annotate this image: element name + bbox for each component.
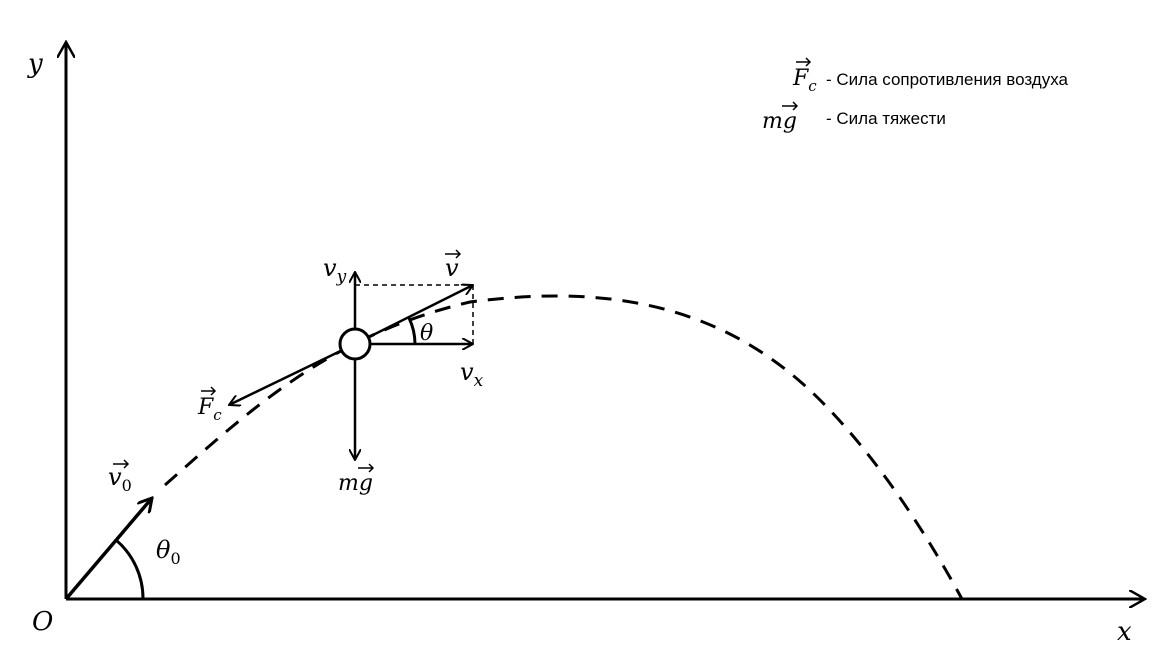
legend-fc-text: - Сила сопротивления воздуха — [826, 70, 1069, 89]
fc-label: Fc — [197, 395, 222, 424]
origin-label: O — [32, 607, 53, 637]
vy-label: vy — [323, 254, 347, 287]
mg-label: mg — [338, 471, 373, 496]
legend-mg-text: - Сила тяжести — [826, 109, 946, 128]
legend-mg-symbol: mg — [762, 109, 797, 134]
mg-label-arrow — [358, 463, 375, 473]
legend-mg-arrow — [782, 101, 799, 111]
legend: Fc - Сила сопротивления воздуха mg - Сил… — [762, 57, 1069, 134]
drag-force-vector — [229, 342, 356, 405]
legend-fc-arrow — [796, 57, 812, 67]
velocity-vector — [354, 285, 473, 346]
v-label-arrow — [445, 249, 462, 259]
y-axis-label: y — [27, 49, 43, 79]
legend-fc-symbol: Fc — [792, 66, 817, 95]
projectile-body — [338, 327, 372, 361]
v0-label: v0 — [108, 463, 132, 495]
theta0-label: θ0 — [156, 536, 181, 568]
theta-arc — [407, 317, 417, 345]
trajectory-curve — [164, 294, 964, 600]
theta-label: θ — [420, 321, 433, 346]
v0-vector — [64, 498, 152, 601]
v0-label-arrow — [113, 459, 130, 469]
theta0-arc — [115, 538, 145, 600]
v-label: v — [445, 254, 459, 282]
x-axis-label: x — [1117, 617, 1132, 647]
vx-label: vx — [460, 358, 484, 391]
fc-label-arrow — [201, 386, 217, 396]
